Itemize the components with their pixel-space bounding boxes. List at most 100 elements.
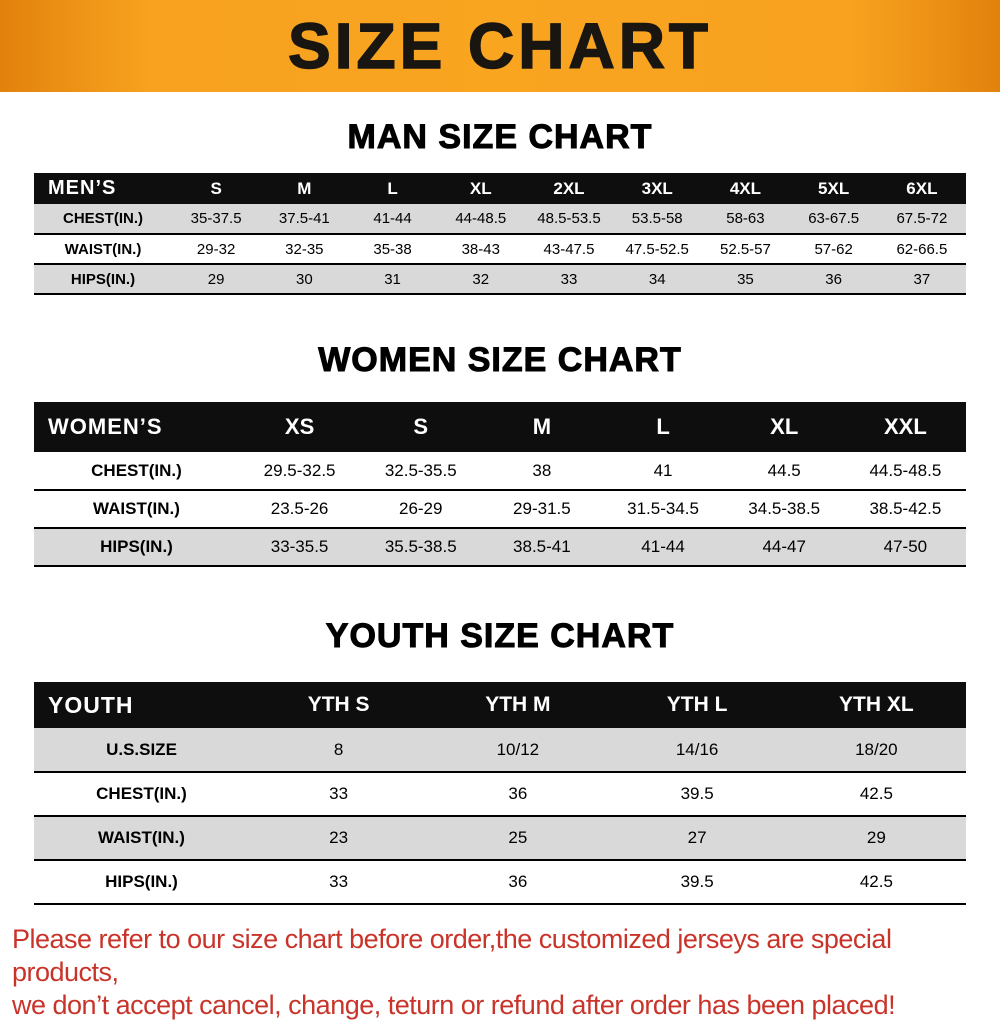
youth-section-title: YOUTH SIZE CHART: [325, 617, 675, 656]
table-title-cell: MEN’S: [34, 173, 172, 204]
size-header-cell: S: [360, 402, 482, 452]
size-header-cell: YTH M: [428, 682, 608, 728]
youth-size-section: YOUTH SIZE CHART YOUTH YTH S YTH M YTH L YTH…: [0, 617, 1000, 905]
table-row: WAIST(IN.) 23.5-26 26-29 29-31.5 31.5-34.5 34…: [34, 490, 966, 528]
value-cell: 42.5: [859, 872, 893, 891]
value-cell: 33-35.5: [270, 537, 329, 556]
footer-line-1: Please refer to our size chart before or…: [12, 924, 892, 987]
value-cell: 52.5-57: [719, 240, 771, 258]
value-cell: 37: [913, 270, 931, 288]
table-row: HIPS(IN.) 33 36 39.5 42.5: [34, 860, 966, 904]
value-cell: 26-29: [398, 499, 443, 518]
size-header-cell: XXL: [844, 402, 966, 452]
value-cell: 41-44: [641, 537, 685, 556]
value-cell: 62-66.5: [896, 240, 948, 258]
size-header-cell: XL: [436, 173, 525, 204]
row-label-cell: HIPS(IN.): [105, 872, 178, 891]
value-cell: 44-48.5: [455, 210, 507, 227]
women-section-title: WOMEN SIZE CHART: [318, 341, 682, 380]
value-cell: 44.5-48.5: [869, 460, 942, 480]
value-cell: 38.5-42.5: [869, 499, 942, 518]
size-header-cell: XL: [723, 402, 845, 452]
table-row: HIPS(IN.) 29 30 31 32 33 34 35 36 37: [34, 264, 966, 294]
table-header-row: WOMEN’S XS S M L XL XXL: [34, 402, 966, 452]
size-header-cell: 3XL: [613, 173, 702, 204]
table-row: WAIST(IN.) 29-32 32-35 35-38 38-43 43-47.5 47.…: [34, 234, 966, 264]
footer-line-2: we don’t accept cancel, change, teturn o…: [12, 989, 896, 1020]
table-title-cell: YOUTH: [34, 682, 249, 728]
youth-size-table: YOUTH YTH S YTH M YTH L YTH XL U.S.SIZE 8 10/12…: [34, 682, 966, 905]
value-cell: 44.5: [767, 460, 801, 480]
size-header-cell: YTH S: [249, 682, 429, 728]
value-cell: 63-67.5: [808, 210, 860, 227]
value-cell: 48.5-53.5: [537, 210, 601, 227]
value-cell: 58-63: [726, 210, 765, 227]
table-row: CHEST(IN.) 33 36 39.5 42.5: [34, 772, 966, 816]
size-header-cell: 4XL: [701, 173, 790, 204]
value-cell: 34: [648, 270, 666, 288]
value-cell: 43-47.5: [543, 240, 595, 258]
value-cell: 53.5-58: [631, 210, 683, 227]
value-cell: 29.5-32.5: [263, 460, 336, 480]
value-cell: 32: [472, 270, 490, 288]
size-header-cell: YTH XL: [786, 682, 966, 728]
value-cell: 37.5-41: [278, 210, 330, 227]
value-cell: 18/20: [855, 739, 898, 759]
row-label-cell: HIPS(IN.): [70, 270, 136, 288]
row-label-cell: WAIST(IN.): [98, 828, 185, 847]
size-header-cell: 5XL: [789, 173, 878, 204]
size-header-cell: S: [172, 173, 261, 204]
value-cell: 10/12: [496, 739, 540, 759]
value-cell: 39.5: [680, 784, 714, 803]
value-cell: 34.5-38.5: [748, 499, 821, 518]
value-cell: 39.5: [680, 872, 714, 891]
size-header-cell: 6XL: [877, 173, 966, 204]
value-cell: 31.5-34.5: [627, 499, 699, 518]
value-cell: 47.5-52.5: [625, 240, 689, 258]
man-size-section: MAN SIZE CHART MEN’S S M L XL 2XL 3XL 4XL 5XL 6XL…: [0, 118, 1000, 295]
value-cell: 33: [560, 270, 578, 288]
value-cell: 32.5-35.5: [384, 460, 457, 480]
value-cell: 25: [508, 828, 528, 847]
value-cell: 36: [825, 270, 842, 288]
value-cell: 29: [866, 828, 886, 847]
value-cell: 23.5-26: [270, 499, 329, 518]
value-cell: 23: [329, 828, 349, 847]
size-header-cell: M: [481, 402, 603, 452]
value-cell: 44-47: [762, 537, 806, 556]
value-cell: 35: [737, 270, 754, 288]
banner-title: SIZE CHART: [287, 9, 712, 83]
size-header-cell: XS: [239, 402, 361, 452]
value-cell: 38-43: [461, 240, 500, 258]
value-cell: 47-50: [883, 537, 928, 556]
value-cell: 29-31.5: [513, 499, 571, 518]
value-cell: 14/16: [675, 739, 719, 759]
value-cell: 35-38: [373, 240, 412, 258]
value-cell: 27: [687, 828, 707, 847]
value-cell: 36: [508, 872, 528, 891]
value-cell: 41-44: [373, 210, 412, 227]
table-row: HIPS(IN.) 33-35.5 35.5-38.5 38.5-41 41-44 44-…: [34, 528, 966, 566]
row-label-cell: CHEST(IN.): [91, 460, 182, 480]
table-title-cell: WOMEN’S: [34, 402, 239, 452]
table-row: CHEST(IN.) 29.5-32.5 32.5-35.5 38 41 44.5 44.5…: [34, 452, 966, 490]
value-cell: 31: [384, 270, 401, 288]
row-label-cell: U.S.SIZE: [106, 739, 177, 759]
row-label-cell: CHEST(IN.): [96, 784, 187, 803]
value-cell: 67.5-72: [896, 210, 948, 227]
row-label-cell: HIPS(IN.): [100, 537, 173, 556]
table-row: WAIST(IN.) 23 25 27 29: [34, 816, 966, 860]
women-size-section: WOMEN SIZE CHART WOMEN’S XS S M L XL XXL CHEST(…: [0, 341, 1000, 567]
value-cell: 32-35: [285, 240, 324, 258]
man-size-table: MEN’S S M L XL 2XL 3XL 4XL 5XL 6XL CHEST(IN.) 35-37…: [34, 173, 966, 295]
size-header-cell: 2XL: [524, 173, 614, 204]
footer-note: Please refer to our size chart before or…: [12, 923, 990, 1022]
row-label-cell: CHEST(IN.): [63, 210, 143, 227]
value-cell: 30: [295, 270, 313, 288]
size-header-cell: YTH L: [607, 682, 787, 728]
value-cell: 29-32: [196, 240, 236, 258]
table-header-row: YOUTH YTH S YTH M YTH L YTH XL: [34, 682, 966, 728]
size-header-cell: M: [260, 173, 349, 204]
value-cell: 41: [653, 460, 673, 480]
size-header-cell: L: [348, 173, 437, 204]
